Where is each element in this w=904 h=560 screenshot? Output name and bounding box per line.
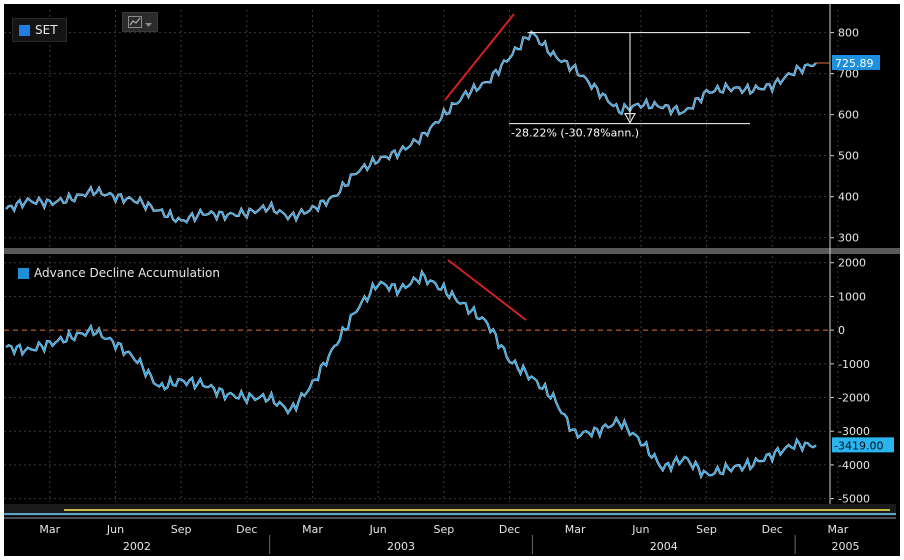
last-price-tag (832, 54, 880, 70)
x-month-label: Dec (499, 523, 520, 536)
legend-adl[interactable]: Advance Decline Accumulation (18, 266, 220, 280)
legend-label-adl: Advance Decline Accumulation (34, 266, 220, 280)
panel-separator (4, 248, 900, 254)
ytick-label-bottom: 1000 (838, 290, 866, 303)
x-year-label: 2002 (123, 540, 151, 553)
x-year-label: 2003 (387, 540, 415, 553)
drawdown-arrow (624, 113, 636, 124)
ytick-label-bottom: -2000 (838, 392, 870, 405)
x-year-label: 2005 (832, 540, 860, 553)
last-adl-tag (832, 437, 894, 453)
drawdown-label: -28.22% (-30.78%ann.) (511, 127, 639, 140)
ytick-label-bottom: 2000 (838, 257, 866, 270)
x-month-label: Jun (106, 523, 124, 536)
x-month-label: Sep (696, 523, 717, 536)
trend-line-top (444, 13, 515, 101)
ytick-label-top: 600 (838, 109, 859, 122)
last-price-label: 725.89 (835, 57, 874, 70)
ytick-label-bottom: 0 (838, 324, 845, 337)
ytick-label-top: 500 (838, 150, 859, 163)
series-line-set (5, 30, 817, 224)
series-line-adl-halo (5, 269, 817, 480)
dropdown-arrow-icon (145, 13, 152, 32)
x-month-label: Sep (171, 523, 192, 536)
ytick-label-top: 300 (838, 232, 859, 245)
ytick-label-top: 700 (838, 68, 859, 81)
legend-swatch-adl (18, 267, 29, 279)
ytick-label-bottom: -3000 (838, 425, 870, 438)
ytick-label-bottom: -5000 (838, 493, 870, 506)
legend-label-set: SET (35, 23, 58, 37)
navigator-band-2 (4, 513, 896, 515)
ytick-label-top: 400 (838, 191, 859, 204)
chart-type-selector[interactable] (122, 12, 158, 32)
chart-svg: 300 400 500 600 700 800 -5000 -4000 -3000 -2000 -1… (4, 4, 900, 554)
legend-swatch-set (19, 24, 30, 36)
x-month-label: Dec (236, 523, 257, 536)
x-year-label: 2004 (650, 540, 678, 553)
series-line-set-halo (5, 30, 817, 224)
x-month-label: Mar (302, 523, 323, 536)
x-month-label: Mar (828, 523, 849, 536)
line-chart-icon (128, 13, 142, 32)
ytick-label-top: 800 (838, 27, 859, 40)
trend-line-bottom (447, 259, 527, 321)
ytick-label-bottom: -4000 (838, 459, 870, 472)
ytick-label-bottom: -1000 (838, 358, 870, 371)
series-line-adl (5, 270, 817, 479)
legend-set[interactable]: SET (12, 18, 67, 42)
x-month-label: Jun (369, 523, 387, 536)
chart-canvas: 300 400 500 600 700 800 -5000 -4000 -3000 -2000 -1… (4, 4, 900, 556)
last-adl-label: -3419.00 (834, 439, 883, 452)
x-month-label: Dec (762, 523, 783, 536)
x-month-label: Mar (565, 523, 586, 536)
x-month-label: Sep (433, 523, 454, 536)
x-month-label: Mar (39, 523, 60, 536)
navigator-band-1 (64, 509, 890, 511)
x-month-label: Jun (631, 523, 649, 536)
